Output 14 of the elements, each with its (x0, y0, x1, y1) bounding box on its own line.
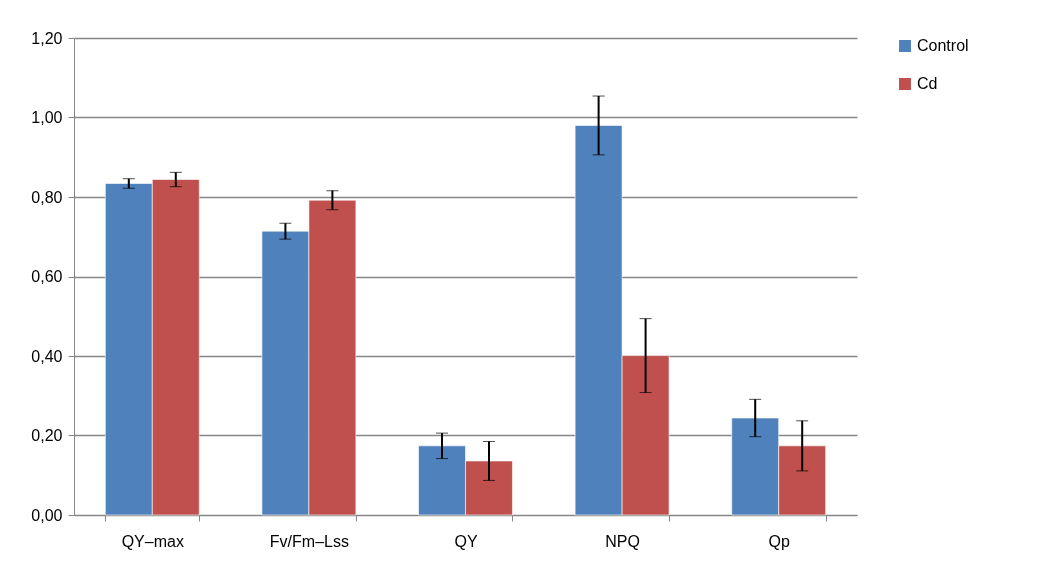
y-tick-label: 0,80 (31, 188, 63, 206)
x-tick-label: QY (454, 532, 478, 550)
legend-label: Control (917, 37, 969, 54)
x-tick-label: Fv/Fm–Lss (269, 532, 349, 550)
x-tick-label: NPQ (605, 532, 640, 550)
y-tick-label: 0,20 (31, 427, 63, 444)
legend-label: Cd (917, 75, 938, 92)
y-tick-label: 0,40 (31, 347, 63, 365)
y-tick-label: 0,00 (31, 506, 63, 524)
x-tick-label: QY–max (121, 532, 184, 550)
y-tick-label: 1,20 (31, 29, 63, 47)
x-tick-label: Qp (768, 532, 790, 550)
y-tick-label: 1,00 (31, 109, 63, 126)
y-tick-label: 0,60 (31, 268, 63, 285)
